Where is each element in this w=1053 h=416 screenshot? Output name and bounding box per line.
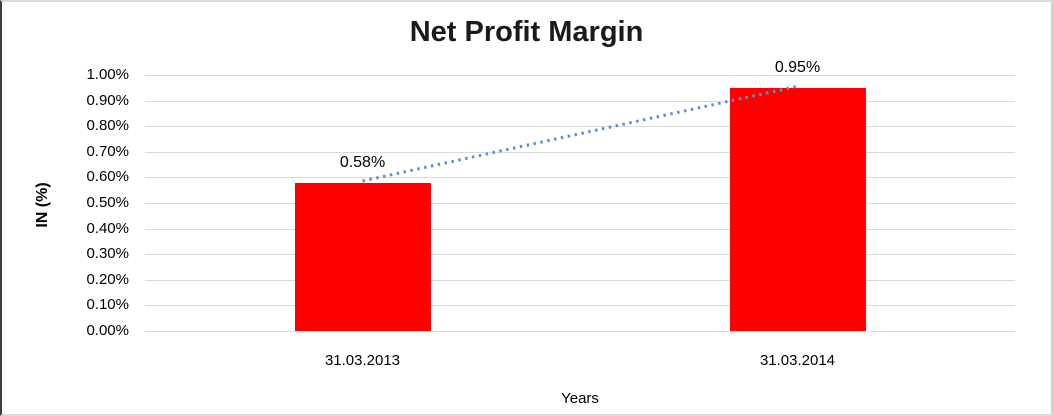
gridline <box>145 177 1015 179</box>
gridline <box>145 100 1015 102</box>
y-axis-tick-label: 0.70% <box>86 142 129 160</box>
y-axis-tick-label: 0.20% <box>86 270 129 288</box>
gridline <box>145 331 1015 332</box>
bar-31.03.2014[interactable] <box>729 87 866 331</box>
plot-area: 0.58% 0.95% <box>145 59 1015 332</box>
y-axis-tick-label: 0.40% <box>86 219 129 237</box>
chart-title: Net Profit Margin <box>409 16 644 48</box>
y-axis-tick-label: 1.00% <box>86 66 129 83</box>
x-axis-title: Years <box>561 390 599 407</box>
gridline <box>145 151 1015 153</box>
y-axis-tick-label: 0.30% <box>86 245 129 263</box>
gridline <box>145 126 1015 128</box>
x-axis-category-label: 31.03.2013 <box>324 352 401 369</box>
y-axis-tick-label: 0.60% <box>86 168 129 186</box>
y-axis-tick-label: 0.50% <box>86 194 129 211</box>
bar-data-label: 0.58% <box>339 153 386 171</box>
gridline <box>145 254 1015 256</box>
y-axis-tick-label: 0.00% <box>86 322 129 339</box>
bar-data-label: 0.95% <box>774 58 821 76</box>
y-axis-tick-label: 0.10% <box>86 296 129 314</box>
gridline <box>145 228 1015 230</box>
gridline <box>145 279 1015 281</box>
gridline <box>145 203 1015 204</box>
bar-31.03.2013[interactable] <box>294 182 431 331</box>
gridline <box>145 305 1015 307</box>
y-axis-tick-label: 0.80% <box>86 117 129 135</box>
y-axis-tick-label: 0.90% <box>86 91 129 109</box>
trendline[interactable] <box>145 75 1015 331</box>
gridline <box>145 75 1015 76</box>
x-axis-category-label: 31.03.2014 <box>759 352 836 369</box>
